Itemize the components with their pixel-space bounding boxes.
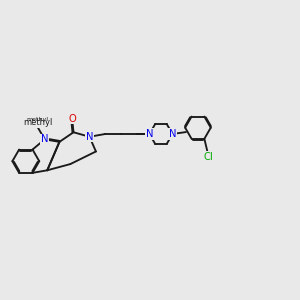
Text: methyl: methyl [23, 118, 52, 127]
Text: N: N [169, 129, 176, 139]
Text: N: N [146, 129, 153, 139]
Text: N: N [41, 134, 49, 144]
Text: N: N [86, 132, 93, 142]
Text: methyl: methyl [27, 117, 49, 122]
Text: O: O [68, 114, 76, 124]
Text: Cl: Cl [203, 152, 213, 162]
